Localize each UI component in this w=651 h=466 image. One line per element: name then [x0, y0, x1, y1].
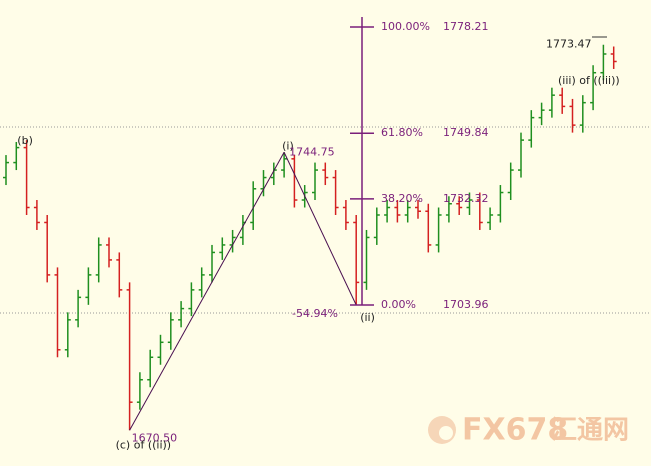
fib-price: 1703.96 [443, 298, 489, 311]
logo [439, 426, 453, 440]
watermark-brand: FX678 [462, 413, 568, 448]
wave-label: (iii) of ((iii)) [558, 74, 620, 87]
watermark-cn: 汇通网 [551, 416, 629, 446]
fib-price: 1749.84 [443, 126, 489, 139]
fib-price: 1778.21 [443, 20, 489, 33]
wave-line [129, 152, 285, 431]
wave-price: 1670.50 [132, 431, 178, 444]
wave-line [283, 152, 357, 306]
wave-label: (ii) [360, 311, 375, 324]
high-price: 1773.47 [546, 38, 592, 51]
fib-ratio: 100.00% [381, 20, 430, 33]
wave-label: (b) [17, 134, 33, 147]
fib-ratio: 38.20% [381, 192, 423, 205]
wave-price: 1744.75 [289, 145, 335, 158]
watermark: FX678 汇通网 [428, 413, 629, 448]
fib-ratio: 0.00% [381, 298, 416, 311]
wave-label: (c) of ((ii)) [116, 438, 172, 451]
fib-price: 1732.32 [443, 192, 489, 205]
retracement: -54.94% [292, 307, 338, 320]
fib-ratio: 61.80% [381, 126, 423, 139]
wave-label: (i) [282, 139, 294, 152]
